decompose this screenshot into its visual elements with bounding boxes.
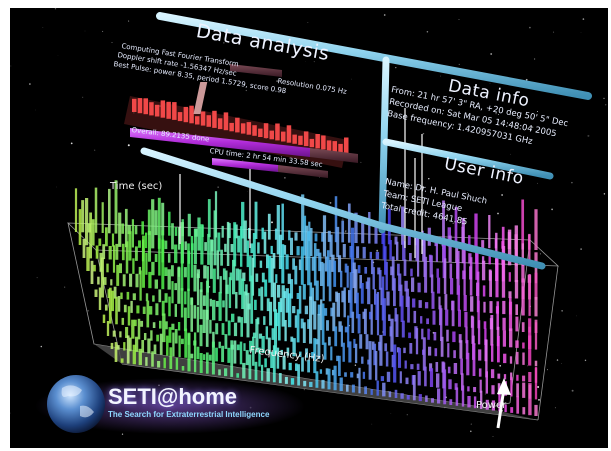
time-axis-label: Time (sec) — [110, 181, 163, 192]
panel-tubes — [140, 12, 592, 270]
power-axis-arrow — [496, 378, 511, 429]
earth-icon — [47, 375, 105, 433]
progress-bars — [130, 64, 358, 178]
seti-logo-title: SETI@home — [108, 384, 238, 409]
seti-logo-tagline: The Search for Extraterrestrial Intellig… — [108, 410, 270, 419]
power-axis-label: Power — [476, 400, 507, 411]
frequency-spectrum-bars — [74, 108, 538, 416]
seti-logo-graphic — [35, 375, 305, 434]
scene-graphics — [10, 8, 607, 438]
seti-screensaver-window: Data analysis Computing Fast Fourier Tra… — [10, 8, 608, 448]
